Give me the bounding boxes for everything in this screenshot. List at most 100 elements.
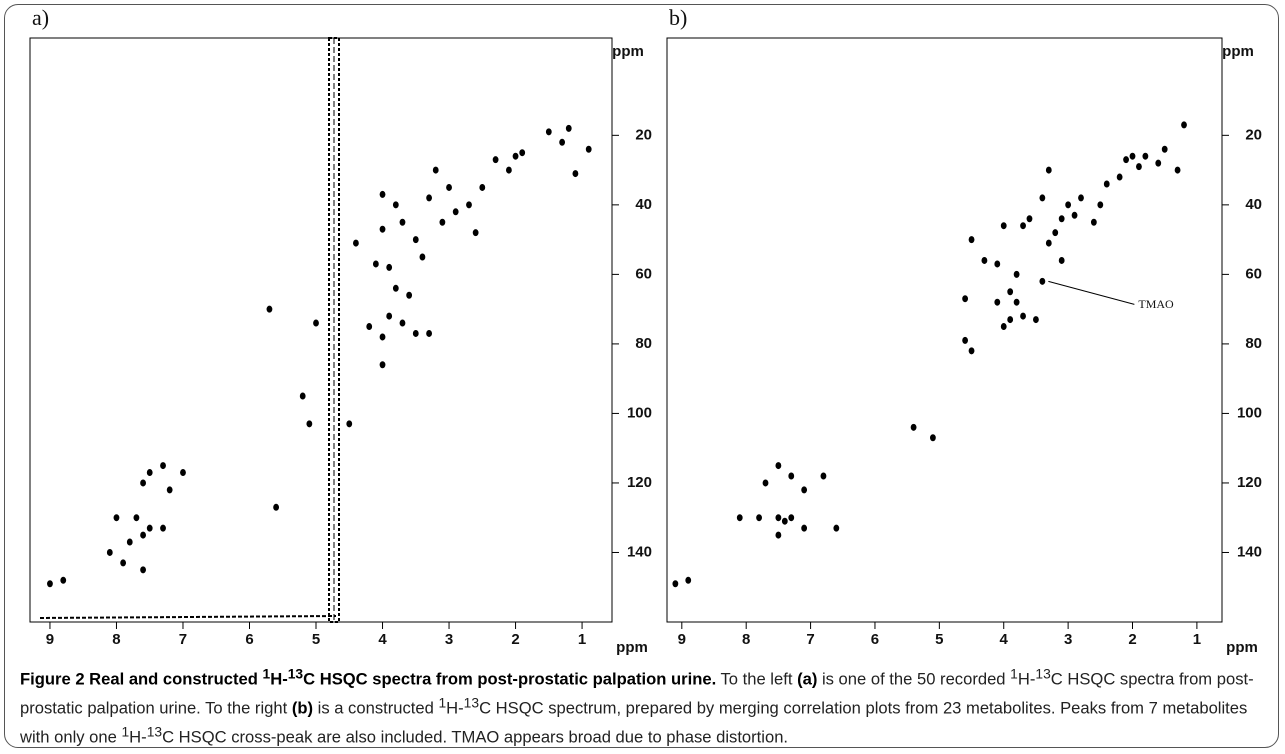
y-tick-label: 80: [635, 335, 652, 352]
peak: [166, 486, 173, 494]
peak: [106, 548, 113, 556]
peak: [379, 361, 386, 369]
peak: [1090, 218, 1097, 226]
peak: [519, 149, 526, 157]
peak: [930, 434, 936, 442]
y-tick-label: 120: [1237, 474, 1262, 491]
caption-text: 13: [146, 723, 163, 740]
caption-segment: is a constructed: [313, 698, 439, 718]
peak: [1045, 239, 1052, 247]
peak: [910, 423, 917, 431]
peak: [801, 486, 808, 494]
x-tick-label: 7: [179, 631, 187, 648]
caption-text: 1: [121, 723, 130, 740]
caption-segment: 13: [288, 665, 303, 689]
annotation: TMAO: [1138, 297, 1174, 311]
peak: [585, 145, 592, 153]
peak: [775, 514, 782, 522]
peak: [1174, 166, 1181, 174]
peak: [1007, 288, 1014, 296]
y-tick-label: 40: [635, 196, 652, 213]
peak: [1058, 215, 1065, 223]
peak: [353, 239, 359, 247]
peak: [412, 329, 419, 337]
caption-segment: 1: [263, 665, 271, 689]
peak: [1142, 152, 1149, 160]
y-tick-label: 40: [1245, 196, 1262, 213]
peak: [968, 347, 975, 355]
caption-segment: To the left: [716, 669, 798, 689]
peak: [1136, 163, 1142, 171]
peak: [1129, 152, 1136, 160]
annotation-pointer: [1048, 280, 1135, 305]
peak: [788, 514, 795, 522]
x-tick-label: 9: [46, 631, 54, 648]
peak: [126, 538, 133, 546]
caption-text: 1: [1010, 665, 1018, 681]
peak: [452, 208, 459, 216]
peak: [392, 201, 399, 209]
caption-segment: Figure 2 Real and constructed: [20, 669, 263, 689]
peak: [559, 138, 566, 146]
peak: [1033, 316, 1039, 324]
peak: [1039, 277, 1046, 285]
plot-area: [29, 37, 613, 623]
peak: [1000, 222, 1007, 230]
peak: [146, 524, 153, 532]
peak: [1013, 270, 1020, 278]
caption-segment: (a): [797, 669, 818, 689]
peak: [788, 472, 795, 480]
peak: [1039, 194, 1046, 202]
peak: [479, 183, 486, 191]
caption-text: 1: [438, 694, 447, 711]
peak: [426, 329, 432, 337]
peak: [472, 229, 479, 237]
caption-text: 13: [463, 694, 480, 711]
peak: [406, 291, 413, 299]
peak: [419, 253, 426, 261]
caption-segment: 13: [147, 723, 162, 747]
peak: [160, 524, 166, 532]
peak: [506, 166, 512, 174]
peak: [47, 580, 53, 588]
peak: [399, 218, 406, 226]
peak: [775, 462, 782, 470]
peak: [981, 256, 988, 264]
peak: [439, 218, 446, 226]
peak: [801, 524, 808, 532]
peak: [446, 183, 452, 191]
y-tick-label: 60: [1245, 265, 1262, 282]
peak: [379, 190, 386, 198]
peak: [962, 295, 969, 303]
x-tick-label: 3: [445, 631, 453, 648]
peak: [392, 284, 399, 292]
peak: [1161, 145, 1168, 153]
x-tick-label: 7: [806, 631, 814, 648]
x-tick-label: 5: [312, 631, 320, 648]
peak: [140, 566, 146, 574]
peak: [386, 263, 393, 271]
caption-segment: C HSQC cross-peak are also included. TMA…: [162, 727, 789, 747]
peak: [1052, 229, 1059, 237]
y-tick-label: 60: [635, 265, 652, 282]
peak: [399, 319, 406, 327]
peak: [1065, 201, 1072, 209]
peak: [565, 124, 572, 132]
peak: [1116, 173, 1123, 181]
peak: [379, 225, 386, 233]
peak: [366, 323, 373, 331]
peak: [60, 576, 67, 584]
peak: [1045, 166, 1052, 174]
peak: [1058, 256, 1065, 264]
y-tick-label: 120: [627, 474, 652, 491]
peak: [160, 462, 166, 470]
y-tick-label: 140: [1237, 543, 1262, 560]
figure-frame: [4, 4, 1279, 748]
caption-text: 13: [1035, 665, 1051, 681]
caption-segment: C HSQC spectra from post-prostatic palpa…: [303, 669, 717, 689]
peak: [1181, 121, 1187, 129]
peak: [432, 166, 439, 174]
y-tick-label: 20: [1245, 126, 1262, 143]
peak: [736, 514, 743, 522]
